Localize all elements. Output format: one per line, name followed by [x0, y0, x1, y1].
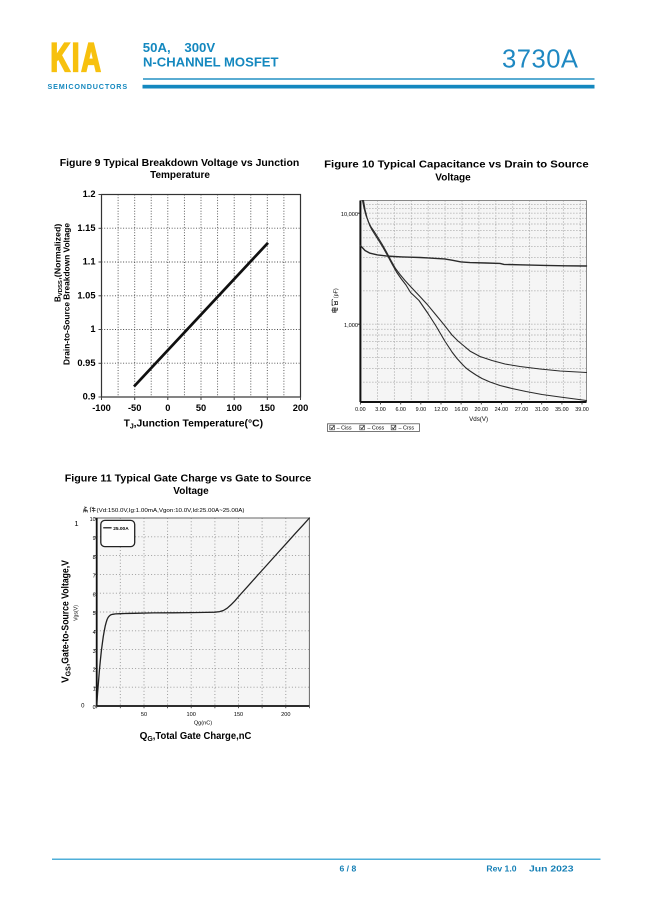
svg-text:,Gate-to-Source Voltage,V: ,Gate-to-Source Voltage,V — [60, 560, 71, 666]
svg-text:27.00: 27.00 — [515, 407, 529, 413]
svg-text:10: 10 — [90, 517, 96, 523]
svg-text:V: V — [60, 676, 71, 683]
svg-text:Figure 9 Typical Breakdown Vol: Figure 9 Typical Breakdown Voltage vs Ju… — [60, 158, 300, 169]
svg-text:16.00: 16.00 — [454, 407, 468, 413]
svg-text:KIA: KIA — [51, 36, 103, 80]
svg-text:4: 4 — [93, 630, 96, 636]
svg-text:0.00: 0.00 — [355, 407, 366, 413]
svg-text:B: B — [53, 296, 62, 302]
svg-text:150: 150 — [260, 403, 276, 413]
svg-text:1: 1 — [74, 519, 78, 528]
svg-text:9.00: 9.00 — [416, 407, 427, 413]
svg-text:Voltage: Voltage — [173, 486, 209, 497]
svg-text:1.1: 1.1 — [83, 257, 96, 267]
svg-text:12.00: 12.00 — [434, 407, 448, 413]
svg-text:24.00: 24.00 — [495, 407, 509, 413]
svg-text:50A,: 50A, — [143, 40, 171, 55]
svg-text:2: 2 — [93, 668, 96, 674]
svg-text:39.00: 39.00 — [575, 407, 589, 413]
svg-text:0.9: 0.9 — [83, 392, 96, 402]
svg-text:6.00: 6.00 — [395, 407, 406, 413]
svg-text:6: 6 — [93, 592, 96, 598]
svg-text:0: 0 — [93, 705, 96, 711]
svg-text:,(Normalized): ,(Normalized) — [53, 223, 62, 279]
svg-text:G: G — [147, 736, 153, 743]
svg-text:-50: -50 — [128, 403, 141, 413]
svg-text:Figure 11 Typical Gate Charge: Figure 11 Typical Gate Charge vs Gate to… — [65, 474, 312, 485]
svg-text:Q: Q — [140, 731, 148, 742]
svg-text:100: 100 — [187, 712, 196, 718]
svg-text:200: 200 — [293, 403, 309, 413]
svg-text:6 / 8: 6 / 8 — [340, 864, 357, 874]
svg-text:Drain-to-Source Breakdown Volt: Drain-to-Source Breakdown Voltage — [62, 223, 72, 365]
svg-text:-100: -100 — [92, 403, 111, 413]
svg-text:1,000: 1,000 — [344, 323, 358, 329]
svg-text:50: 50 — [141, 712, 147, 718]
svg-text:– Coss: – Coss — [367, 426, 384, 432]
svg-text:(pF): (pF) — [334, 288, 340, 298]
svg-text:0.95: 0.95 — [77, 358, 95, 368]
svg-text:Vds(V): Vds(V) — [469, 416, 488, 423]
svg-text:– Ciss: – Ciss — [337, 426, 352, 432]
svg-text:N-CHANNEL MOSFET: N-CHANNEL MOSFET — [143, 55, 279, 70]
svg-text:35.00: 35.00 — [555, 407, 569, 413]
svg-text:VDSS: VDSS — [58, 280, 64, 296]
svg-text:8: 8 — [93, 555, 96, 561]
svg-text:25.00A: 25.00A — [113, 526, 129, 532]
svg-text:– Crss: – Crss — [399, 426, 415, 432]
svg-text:7: 7 — [93, 574, 96, 580]
svg-text:,Junction Temperature(°C): ,Junction Temperature(°C) — [134, 419, 264, 430]
svg-text:150: 150 — [234, 712, 243, 718]
svg-text:200: 200 — [281, 712, 290, 718]
svg-text:Jun 2023: Jun 2023 — [529, 864, 574, 874]
svg-text:0: 0 — [81, 704, 85, 710]
svg-text:1.05: 1.05 — [77, 290, 95, 300]
svg-text:10,000: 10,000 — [341, 212, 358, 218]
svg-text:Voltage: Voltage — [435, 172, 471, 183]
svg-text:Rev 1.0: Rev 1.0 — [486, 864, 516, 874]
svg-text:Figure 10 Typical Capacitance: Figure 10 Typical Capacitance vs Drain t… — [324, 159, 589, 170]
svg-text:300V: 300V — [184, 40, 215, 55]
svg-text:GS: GS — [65, 666, 72, 676]
svg-text:J: J — [130, 424, 134, 431]
svg-text:SEMICONDUCTORS: SEMICONDUCTORS — [48, 82, 128, 91]
svg-text:T: T — [124, 419, 130, 430]
svg-text:1: 1 — [93, 686, 96, 692]
svg-text:20.00: 20.00 — [475, 407, 489, 413]
svg-text:50: 50 — [196, 403, 206, 413]
svg-text:Vgs(V): Vgs(V) — [74, 605, 80, 621]
svg-text:1.2: 1.2 — [83, 189, 96, 199]
svg-text:5: 5 — [93, 611, 96, 617]
svg-text:Temperature: Temperature — [150, 170, 210, 181]
svg-text:3.00: 3.00 — [375, 407, 386, 413]
svg-text:31.00: 31.00 — [535, 407, 549, 413]
svg-text:100: 100 — [226, 403, 242, 413]
svg-text:9: 9 — [93, 536, 96, 542]
svg-text:1.15: 1.15 — [77, 223, 95, 233]
svg-text:0: 0 — [165, 403, 170, 413]
svg-text:3: 3 — [93, 649, 96, 655]
svg-text:3730A: 3730A — [502, 45, 579, 73]
svg-text:,Total Gate Charge,nC: ,Total Gate Charge,nC — [153, 731, 252, 742]
svg-text:1: 1 — [90, 324, 95, 334]
svg-text:(Vd:150.0V,Ig:1.00mA,Vgon:10.0: (Vd:150.0V,Ig:1.00mA,Vgon:10.0V,Id:25.00… — [97, 508, 245, 514]
svg-text:Qg(nC): Qg(nC) — [194, 721, 212, 727]
